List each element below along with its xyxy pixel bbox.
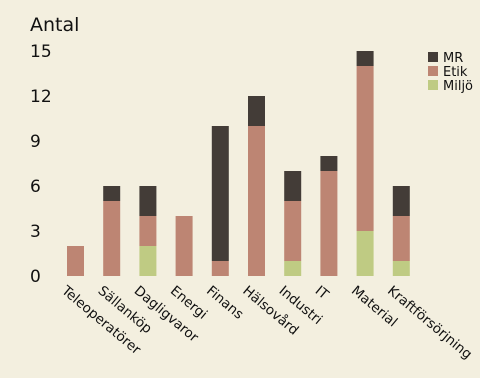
bars <box>67 51 410 276</box>
legend-swatch-mr <box>428 52 438 62</box>
bar-segment-mr <box>103 186 121 201</box>
bar-segment-etik <box>320 171 338 276</box>
x-axis-categories: TeleoperatörerSällanköpDagligvarorEnergi… <box>58 282 475 363</box>
x-category-label: IT <box>312 283 332 304</box>
bar-segment-miljö <box>139 246 157 276</box>
y-tick-label: 0 <box>30 267 41 287</box>
bar-segment-mr <box>211 126 229 261</box>
bar-segment-etik <box>392 216 410 261</box>
y-axis-ticks: 0 3 6 9 12 15 <box>30 42 52 287</box>
bar-segment-mr <box>356 51 374 66</box>
bar-segment-miljö <box>356 231 374 276</box>
y-tick-label: 12 <box>30 87 52 107</box>
legend-label: Etik <box>443 65 468 80</box>
legend-swatch-etik <box>428 66 438 76</box>
x-category-label: Finans <box>203 283 246 323</box>
legend-swatch-miljö <box>428 80 438 90</box>
x-category-label: Kraftförsörjning <box>384 283 475 363</box>
y-tick-label: 3 <box>30 222 41 242</box>
bar-segment-mr <box>392 186 410 216</box>
bar-segment-mr <box>320 156 338 171</box>
y-tick-label: 9 <box>30 132 41 152</box>
legend-label: MR <box>443 51 463 66</box>
bar-segment-etik <box>67 246 84 276</box>
bar-segment-etik <box>211 261 229 276</box>
legend-label: Miljö <box>443 79 473 94</box>
bar-segment-etik <box>103 201 121 276</box>
bar-segment-mr <box>248 96 265 126</box>
bar-segment-etik <box>284 201 302 261</box>
bar-segment-etik <box>356 66 374 231</box>
bar-segment-mr <box>284 171 302 201</box>
y-tick-label: 6 <box>30 177 41 197</box>
y-axis-label: Antal <box>30 14 79 36</box>
y-tick-label: 15 <box>30 42 52 62</box>
bar-segment-etik <box>175 216 193 276</box>
bar-segment-mr <box>139 186 157 216</box>
bar-segment-etik <box>248 126 265 276</box>
bar-segment-miljö <box>284 261 302 276</box>
bar-segment-miljö <box>392 261 410 276</box>
bar-segment-etik <box>139 216 157 246</box>
